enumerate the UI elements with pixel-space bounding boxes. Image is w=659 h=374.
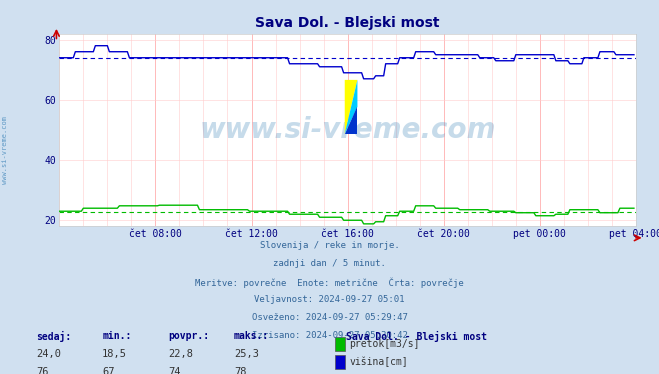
Text: 25,3: 25,3 <box>234 349 259 359</box>
Title: Sava Dol. - Blejski most: Sava Dol. - Blejski most <box>256 16 440 30</box>
Text: min.:: min.: <box>102 331 132 341</box>
Text: 24,0: 24,0 <box>36 349 61 359</box>
Text: Izrisano: 2024-09-27 05:30:42: Izrisano: 2024-09-27 05:30:42 <box>252 331 407 340</box>
Text: 78: 78 <box>234 367 246 374</box>
Text: Veljavnost: 2024-09-27 05:01: Veljavnost: 2024-09-27 05:01 <box>254 295 405 304</box>
Text: Meritve: povrečne  Enote: metrične  Črta: povrečje: Meritve: povrečne Enote: metrične Črta: … <box>195 277 464 288</box>
Text: www.si-vreme.com: www.si-vreme.com <box>2 116 9 184</box>
Text: 18,5: 18,5 <box>102 349 127 359</box>
Text: pretok[m3/s]: pretok[m3/s] <box>349 339 420 349</box>
Polygon shape <box>345 80 357 134</box>
Text: 76: 76 <box>36 367 49 374</box>
Text: 74: 74 <box>168 367 181 374</box>
Text: zadnji dan / 5 minut.: zadnji dan / 5 minut. <box>273 259 386 268</box>
Polygon shape <box>345 80 357 134</box>
Text: 67: 67 <box>102 367 115 374</box>
Polygon shape <box>345 107 357 134</box>
Text: Slovenija / reke in morje.: Slovenija / reke in morje. <box>260 241 399 250</box>
Text: povpr.:: povpr.: <box>168 331 209 341</box>
Text: sedaj:: sedaj: <box>36 331 71 342</box>
Text: višina[cm]: višina[cm] <box>349 357 408 367</box>
Text: 22,8: 22,8 <box>168 349 193 359</box>
Text: maks.:: maks.: <box>234 331 269 341</box>
Text: Sava Dol. - Blejski most: Sava Dol. - Blejski most <box>346 331 487 342</box>
Text: www.si-vreme.com: www.si-vreme.com <box>200 116 496 144</box>
Text: Osveženo: 2024-09-27 05:29:47: Osveženo: 2024-09-27 05:29:47 <box>252 313 407 322</box>
